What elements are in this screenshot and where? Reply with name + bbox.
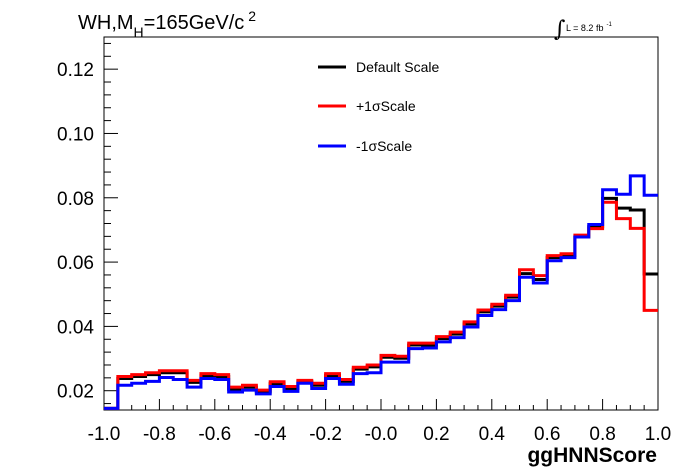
series-plus-1sigma-scale xyxy=(104,200,658,410)
chart-title: WH,MH=165GeV/c 2 xyxy=(78,8,256,40)
title-subscript: H xyxy=(134,24,144,40)
series-minus-1sigma-scale xyxy=(104,174,658,410)
y-tick-label: 0.08 xyxy=(57,189,94,210)
y-tick-label: 0.06 xyxy=(57,253,94,274)
x-tick-label: 0.2 xyxy=(423,424,449,445)
x-tick-label: -0.2 xyxy=(309,424,342,445)
lumi-superscript: -1 xyxy=(606,22,612,28)
y-tick-label: 0.04 xyxy=(57,317,94,338)
x-tick-label: 1.0 xyxy=(645,424,671,445)
legend-label-minus: -1σScale xyxy=(356,138,412,154)
x-axis-title: ggHNNScore xyxy=(527,444,657,467)
legend: Default Scale +1σScale -1σScale xyxy=(318,59,439,154)
legend-label-plus: +1σScale xyxy=(356,98,416,114)
y-tick-label: 0.12 xyxy=(57,60,94,81)
x-tick-label: -0.6 xyxy=(198,424,231,445)
series-layer xyxy=(104,174,658,410)
lumi-integral-symbol: ∫ xyxy=(554,17,566,42)
title-rest: =165GeV/c xyxy=(144,12,245,34)
x-tick-label: 0.6 xyxy=(534,424,560,445)
x-tick-label: -0.0 xyxy=(365,424,398,445)
x-tick-label: -0.8 xyxy=(143,424,176,445)
y-axis: 0.02 0.04 0.06 0.08 0.10 0.12 xyxy=(57,42,118,405)
y-tick-label: 0.02 xyxy=(57,382,94,403)
title-main: WH,M xyxy=(78,12,134,34)
x-tick-label: -1.0 xyxy=(88,424,121,445)
x-tick-label: 0.4 xyxy=(479,424,506,445)
y-tick-label: 0.10 xyxy=(57,124,94,145)
x-tick-label: -0.4 xyxy=(254,424,287,445)
x-axis: -1.0 -0.8 -0.6 -0.4 -0.2 -0.0 0.2 0.4 0.6 0.8 1.0 xyxy=(88,399,671,445)
lumi-label: L = 8.2 fb -1 xyxy=(566,22,612,33)
x-tick-label: 0.8 xyxy=(589,424,615,445)
title-superscript: 2 xyxy=(248,8,256,24)
legend-label-default: Default Scale xyxy=(356,59,439,75)
lumi-value: L = 8.2 fb xyxy=(566,23,603,33)
